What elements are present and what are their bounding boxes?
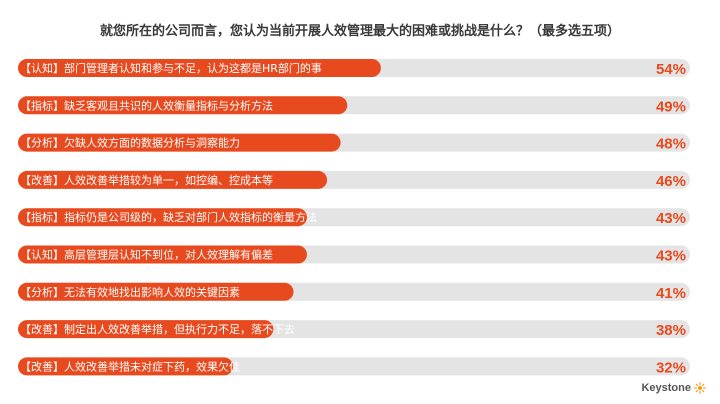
value-label: 41%	[656, 285, 686, 302]
value-label: 43%	[656, 248, 686, 265]
bar	[18, 208, 307, 227]
bar	[18, 133, 341, 152]
bar	[18, 320, 274, 339]
bar-row: 【改善】人效改善举措未对症下药，效果欠佳 32%	[18, 357, 690, 376]
bar-row: 【改善】人效改善举措较为单一，如控编、控成本等 46%	[18, 170, 690, 190]
value-label: 46%	[656, 173, 686, 190]
bar	[18, 357, 234, 376]
bar	[18, 282, 294, 301]
bar-row: 【改善】制定出人效改善举措，但执行力不足，落不下去 38%	[18, 320, 690, 339]
bar	[18, 245, 307, 264]
category-label: 【认知】部门管理者认知和参与不足，认为这都是HR部门的事	[20, 61, 322, 75]
bar	[18, 96, 348, 115]
bar-row: 【指标】指标仍是公司级的，缺乏对部门人效指标的衡量方法 43%	[18, 208, 690, 227]
category-label: 【改善】制定出人效改善举措，但执行力不足，落不下去	[20, 322, 295, 336]
value-label: 49%	[656, 98, 686, 115]
bar	[18, 170, 328, 189]
category-label: 【认知】高层管理层认知不到位，对人效理解有偏差	[20, 248, 273, 262]
bar-row: 【认知】高层管理层认知不到位，对人效理解有偏差 43%	[18, 245, 690, 265]
value-label: 43%	[656, 210, 686, 227]
category-label: 【改善】人效改善举措未对症下药，效果欠佳	[20, 359, 240, 373]
category-label: 【分析】无法有效地找出影响人效的关键因素	[20, 285, 240, 299]
value-label: 32%	[656, 359, 686, 376]
category-label: 【改善】人效改善举措较为单一，如控编、控成本等	[20, 173, 273, 187]
category-label: 【指标】指标仍是公司级的，缺乏对部门人效指标的衡量方法	[20, 210, 317, 224]
brand-logo: Keystone	[641, 382, 706, 394]
sun-burst-icon	[694, 382, 706, 394]
bar	[18, 59, 381, 77]
chart-title: 就您所在的公司而言，您认为当前开展人效管理最大的困难或挑战是什么？（最多选五项）	[99, 24, 620, 39]
category-label: 【分析】欠缺人效方面的数据分析与洞察能力	[20, 136, 240, 150]
brand-name: Keystone	[641, 382, 691, 394]
value-label: 38%	[656, 322, 686, 339]
value-label: 54%	[656, 61, 686, 78]
bar-row: 【指标】缺乏客观且共识的人效衡量指标与分析方法 49%	[18, 96, 690, 115]
value-label: 48%	[656, 136, 686, 153]
bar-row: 【分析】无法有效地找出影响人效的关键因素 41%	[18, 282, 690, 302]
bar-row: 【分析】欠缺人效方面的数据分析与洞察能力 48%	[18, 133, 690, 153]
category-label: 【指标】缺乏客观且共识的人效衡量指标与分析方法	[20, 98, 273, 112]
bar-row: 【认知】部门管理者认知和参与不足，认为这都是HR部门的事 54%	[18, 59, 690, 78]
